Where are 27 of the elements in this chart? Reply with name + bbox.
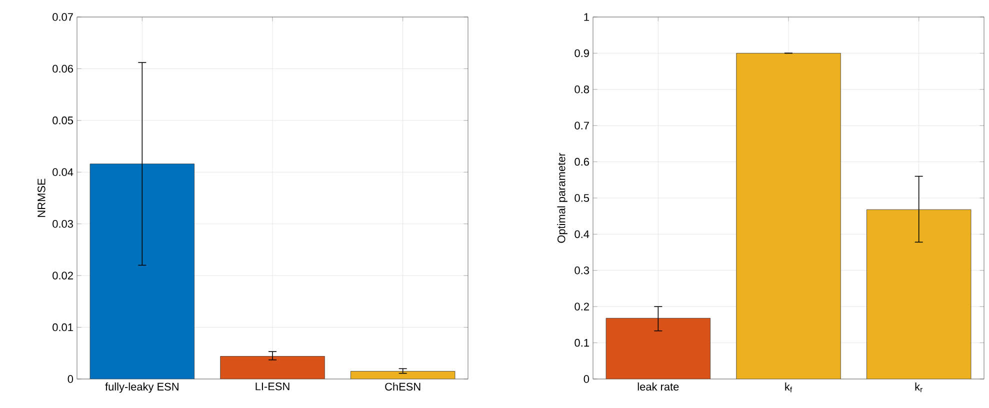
y-tick-label: 0.2	[574, 302, 589, 310]
x-tick-label: fully-leaky ESN	[105, 382, 178, 393]
x-tick-label: k$_{f}$	[785, 382, 792, 392]
y-tick-label: 0.06	[52, 64, 73, 73]
x-tick-label: LI-ESN	[256, 382, 290, 390]
y-tick-label: 0.6	[574, 158, 589, 166]
y-tick-label: 1	[584, 13, 589, 21]
x-tick-label: leak rate	[638, 382, 679, 391]
y-axis-title: Optimal parameter	[557, 152, 568, 243]
y-tick-label: 0.04	[52, 168, 74, 176]
y-tick-label: 0.7	[574, 122, 589, 130]
y-tick-label: 0.9	[574, 49, 589, 58]
y-tick-label: 0	[584, 375, 590, 383]
y-tick-label: 0.3	[574, 266, 589, 274]
y-tick-label: 0.02	[52, 272, 73, 280]
y-tick-label: 0.07	[52, 13, 73, 21]
y-tick-label: 0.5	[574, 194, 590, 202]
y-tick-label: 0.1	[574, 338, 589, 347]
y-tick-label: 0	[68, 375, 74, 383]
x-tick-label: ChESN	[385, 382, 420, 391]
y-tick-label: 0.05	[52, 116, 74, 124]
y-tick-label: 0.03	[52, 220, 73, 228]
y-axis-title: NRMSE	[38, 178, 46, 217]
y-tick-label: 0.4	[574, 230, 590, 238]
x-tick-label: k$_{r}$	[915, 382, 922, 392]
y-tick-label: 0.8	[574, 86, 589, 94]
y-tick-label: 0.01	[52, 323, 73, 332]
